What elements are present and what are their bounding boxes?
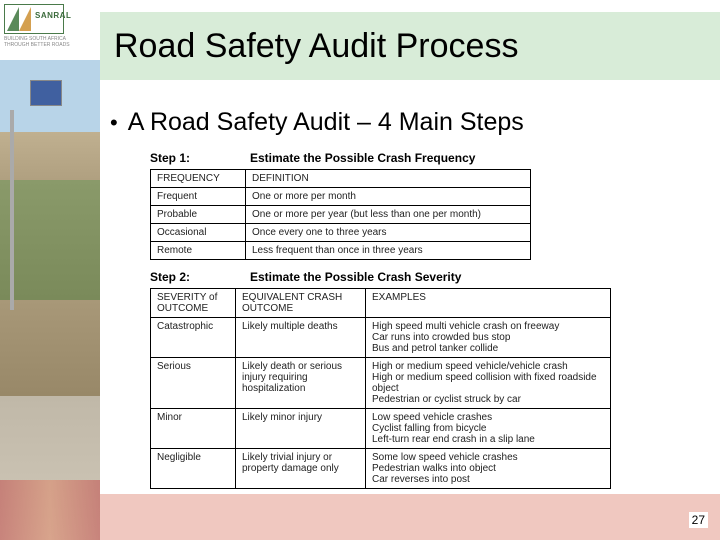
step2-table: SEVERITY of OUTCOME EQUIVALENT CRASH OUT…: [150, 288, 611, 489]
logo-mark: SANRAL: [4, 4, 64, 34]
bullet-row: • A Road Safety Audit – 4 Main Steps: [110, 108, 720, 137]
footer-band: [100, 494, 720, 540]
bullet-marker: •: [110, 110, 118, 136]
page-number: 27: [689, 512, 708, 528]
sidebar-photo: [0, 60, 100, 540]
cell: Some low speed vehicle crashesPedestrian…: [366, 449, 611, 489]
table-header-row: SEVERITY of OUTCOME EQUIVALENT CRASH OUT…: [151, 289, 611, 318]
table-row: Probable One or more per year (but less …: [151, 206, 531, 224]
bullet-text: A Road Safety Audit – 4 Main Steps: [128, 108, 524, 137]
sidebar: SANRAL BUILDING SOUTH AFRICA THROUGH BET…: [0, 0, 100, 540]
cell: Probable: [151, 206, 246, 224]
cell: Low speed vehicle crashesCyclist falling…: [366, 409, 611, 449]
slide-title: Road Safety Audit Process: [114, 27, 518, 66]
step1-label: Step 1:: [150, 151, 210, 165]
cell: Likely minor injury: [236, 409, 366, 449]
col-header: DEFINITION: [246, 170, 531, 188]
cell: High speed multi vehicle crash on freewa…: [366, 318, 611, 358]
cell: Serious: [151, 358, 236, 409]
cell: One or more per month: [246, 188, 531, 206]
cell: Occasional: [151, 224, 246, 242]
step1-heading: Estimate the Possible Crash Frequency: [250, 151, 475, 165]
cell: Frequent: [151, 188, 246, 206]
col-header: FREQUENCY: [151, 170, 246, 188]
cell: Likely multiple deaths: [236, 318, 366, 358]
cell: Catastrophic: [151, 318, 236, 358]
logo-text: SANRAL: [35, 11, 71, 20]
step2-header: Step 2: Estimate the Possible Crash Seve…: [150, 270, 720, 284]
step2-block: Step 2: Estimate the Possible Crash Seve…: [150, 270, 720, 489]
content-area: • A Road Safety Audit – 4 Main Steps Ste…: [100, 100, 720, 499]
cell: Once every one to three years: [246, 224, 531, 242]
step1-block: Step 1: Estimate the Possible Crash Freq…: [150, 151, 720, 260]
table-row: Negligible Likely trivial injury or prop…: [151, 449, 611, 489]
table-row: Occasional Once every one to three years: [151, 224, 531, 242]
cell: Less frequent than once in three years: [246, 242, 531, 260]
table-row: Minor Likely minor injury Low speed vehi…: [151, 409, 611, 449]
col-header: EXAMPLES: [366, 289, 611, 318]
cell: Remote: [151, 242, 246, 260]
cell: One or more per year (but less than one …: [246, 206, 531, 224]
cell: Minor: [151, 409, 236, 449]
step1-header: Step 1: Estimate the Possible Crash Freq…: [150, 151, 720, 165]
col-header: SEVERITY of OUTCOME: [151, 289, 236, 318]
col-header: EQUIVALENT CRASH OUTCOME: [236, 289, 366, 318]
table-header-row: FREQUENCY DEFINITION: [151, 170, 531, 188]
table-row: Serious Likely death or serious injury r…: [151, 358, 611, 409]
table-row: Catastrophic Likely multiple deaths High…: [151, 318, 611, 358]
step1-table: FREQUENCY DEFINITION Frequent One or mor…: [150, 169, 531, 260]
table-row: Remote Less frequent than once in three …: [151, 242, 531, 260]
cell: Negligible: [151, 449, 236, 489]
step2-heading: Estimate the Possible Crash Severity: [250, 270, 461, 284]
cell: High or medium speed vehicle/vehicle cra…: [366, 358, 611, 409]
cell: Likely trivial injury or property damage…: [236, 449, 366, 489]
step2-label: Step 2:: [150, 270, 210, 284]
cell: Likely death or serious injury requiring…: [236, 358, 366, 409]
title-band: Road Safety Audit Process: [100, 12, 720, 80]
logo-tagline: BUILDING SOUTH AFRICA THROUGH BETTER ROA…: [4, 36, 72, 48]
table-row: Frequent One or more per month: [151, 188, 531, 206]
brand-logo: SANRAL BUILDING SOUTH AFRICA THROUGH BET…: [4, 4, 72, 56]
